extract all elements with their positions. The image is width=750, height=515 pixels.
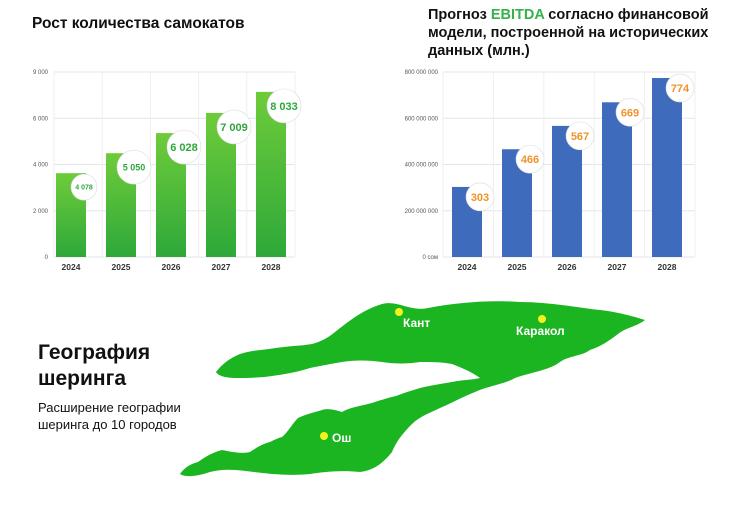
x-category-label: 2028: [658, 262, 677, 272]
x-category-label: 2028: [262, 262, 281, 272]
data-label: 5 050: [123, 162, 146, 172]
x-category-label: 2025: [112, 262, 131, 272]
data-label: 669: [621, 107, 639, 119]
value-bubble: [565, 121, 595, 151]
ebitda-title-part2: согласно финансовой модели, построенной …: [428, 7, 709, 59]
x-category-label: 2027: [212, 262, 231, 272]
y-tick-label: 0 сом: [422, 255, 438, 261]
y-tick-label: 4 000: [33, 163, 49, 169]
scooters-chart-title: Рост количества самокатов: [32, 15, 245, 32]
city-kant: Кант: [395, 308, 430, 330]
city-marker-icon: [538, 315, 546, 323]
value-bubble: [615, 97, 645, 127]
city-label-osh: Ош: [332, 431, 351, 445]
value-bubble: [266, 88, 302, 124]
city-osh: Ош: [320, 431, 351, 445]
data-label: 774: [671, 83, 690, 95]
y-tick-label: 0: [45, 255, 49, 261]
geography-title: География шеринга: [38, 341, 151, 390]
value-bubble: [515, 144, 545, 174]
value-bubble: [465, 182, 495, 212]
value-bubble: [665, 73, 695, 103]
data-label: 303: [471, 192, 489, 204]
ebitda-title-accent: EBITDA: [490, 7, 545, 23]
city-marker-icon: [395, 308, 403, 316]
ebitda-title-part1: Прогноз: [428, 7, 491, 23]
bar: [602, 102, 632, 257]
data-label: 8 033: [270, 101, 298, 113]
y-tick-label: 200 000 000: [405, 209, 439, 215]
ebitda-chart-title: Прогноз EBITDA согласно финансовой модел…: [428, 6, 740, 60]
city-marker-icon: [320, 432, 328, 440]
y-tick-label: 2 000: [33, 209, 49, 215]
ebitda-bar-chart: 0 сом 200 000 000 400 000 000 600 000 000 80…: [405, 70, 696, 272]
data-label: 466: [521, 154, 539, 166]
bar: [652, 78, 682, 257]
city-label-kant: Кант: [403, 316, 430, 330]
y-tick-label: 9 000: [33, 70, 49, 76]
x-category-label: 2026: [558, 262, 577, 272]
value-bubble: [70, 173, 98, 201]
y-tick-label: 6 000: [33, 116, 49, 122]
y-tick-label: 600 000 000: [405, 116, 439, 122]
y-tick-label: 400 000 000: [405, 163, 439, 169]
data-label: 567: [571, 131, 589, 143]
value-bubble: [116, 149, 152, 185]
city-label-karakol: Каракол: [516, 324, 565, 338]
x-category-label: 2027: [608, 262, 627, 272]
x-category-label: 2026: [162, 262, 181, 272]
value-bubble: [216, 109, 252, 145]
y-tick-label: 800 000 000: [405, 70, 439, 76]
data-label: 7 009: [220, 122, 248, 134]
map-country-shape: [180, 301, 645, 477]
x-category-label: 2025: [508, 262, 527, 272]
scooters-bar-chart: 0 2 000 4 000 6 000 9 000 2024 4 078 2025 5 050 2…: [33, 70, 302, 272]
x-category-label: 2024: [458, 262, 477, 272]
x-category-label: 2024: [62, 262, 81, 272]
data-label: 4 078: [75, 185, 93, 192]
geography-subtitle: Расширение географии шеринга до 10 город…: [38, 400, 181, 432]
value-bubble: [166, 129, 202, 165]
city-karakol: Каракол: [516, 315, 565, 338]
kyrgyzstan-map: Кант Каракол Ош: [180, 301, 645, 477]
data-label: 6 028: [170, 142, 198, 154]
